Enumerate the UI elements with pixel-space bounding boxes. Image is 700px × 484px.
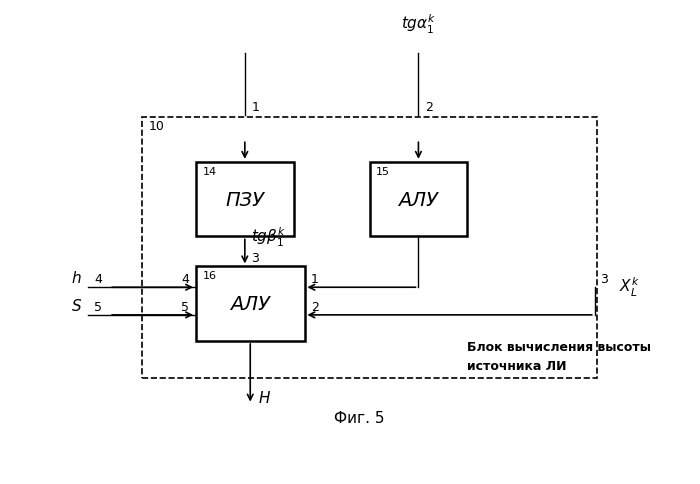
Text: 3: 3 [251,252,259,265]
Text: 1: 1 [311,273,319,286]
Text: 4: 4 [94,273,102,286]
Text: 15: 15 [376,166,390,176]
Text: 5: 5 [94,301,102,313]
Text: 16: 16 [202,271,216,281]
Text: $tg\beta_1^k$: $tg\beta_1^k$ [251,226,286,249]
Text: 4: 4 [181,273,190,286]
Text: Фиг. 5: Фиг. 5 [333,410,384,425]
FancyBboxPatch shape [196,163,294,237]
FancyBboxPatch shape [370,163,468,237]
Text: 3: 3 [600,273,608,286]
Text: 5: 5 [181,301,190,313]
Text: ПЗУ: ПЗУ [225,190,265,209]
FancyBboxPatch shape [196,267,304,341]
Text: АЛУ: АЛУ [230,295,270,314]
Text: 10: 10 [148,120,164,133]
Text: $X_L^k$: $X_L^k$ [619,275,640,298]
Text: 2: 2 [311,301,319,313]
Text: $tg\alpha_1^k$: $tg\alpha_1^k$ [401,13,436,36]
Text: АЛУ: АЛУ [398,190,438,209]
Text: 2: 2 [425,101,433,114]
Text: 14: 14 [202,166,216,176]
Text: $H$: $H$ [258,389,272,405]
Text: Блок вычисления высоты
источника ЛИ: Блок вычисления высоты источника ЛИ [468,340,651,372]
Text: $S$: $S$ [71,297,82,313]
Text: $h$: $h$ [71,270,82,286]
Text: 1: 1 [251,101,259,114]
